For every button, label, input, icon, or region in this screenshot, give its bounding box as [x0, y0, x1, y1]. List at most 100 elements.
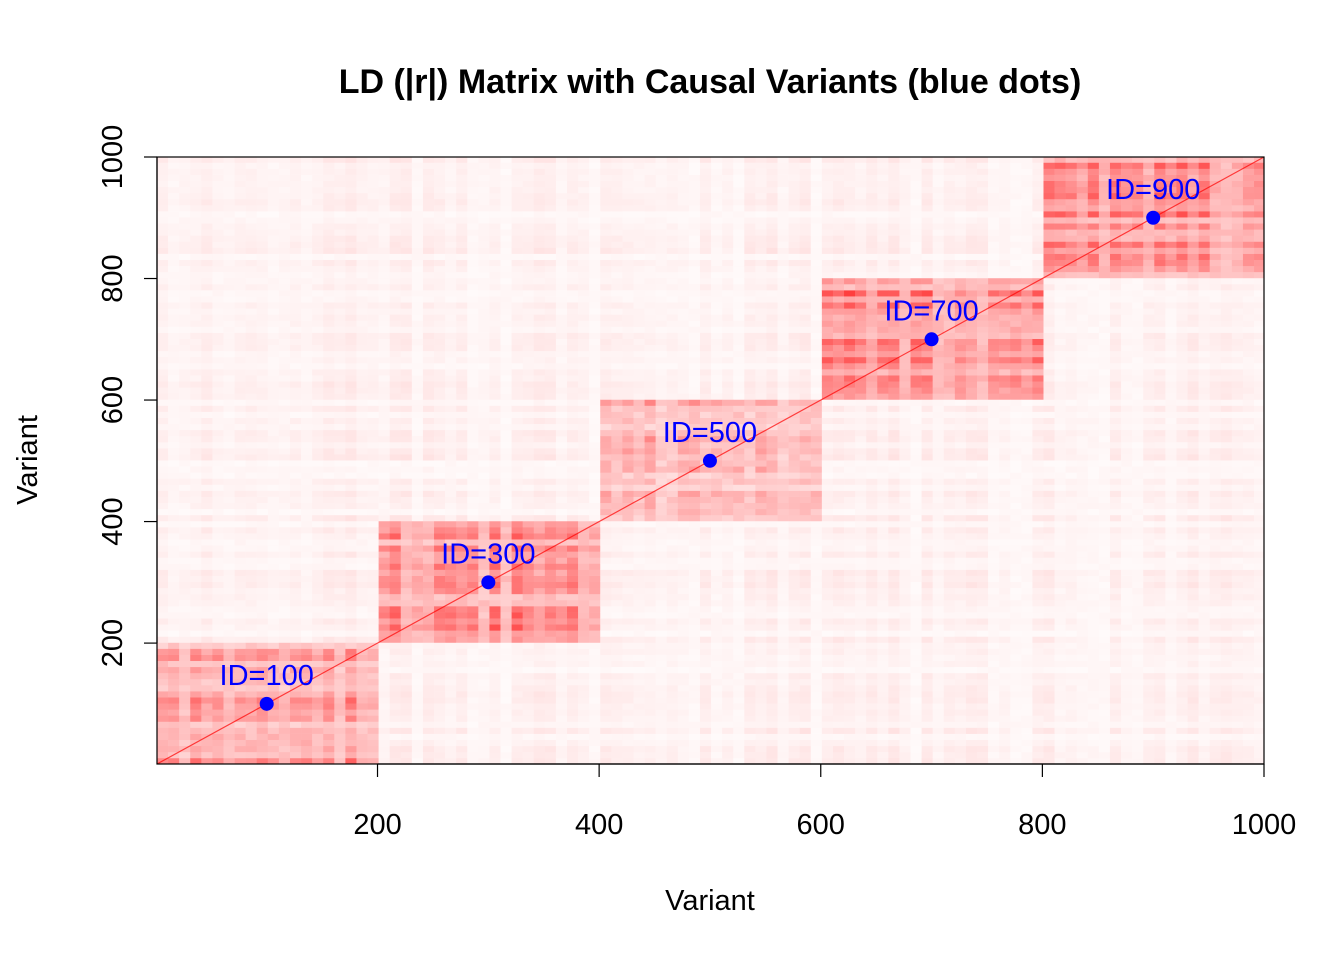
heatmap-cell	[533, 593, 546, 601]
heatmap-cell	[489, 642, 501, 649]
heatmap-cell	[688, 757, 701, 765]
heatmap-cell	[677, 539, 690, 546]
heatmap-cell	[600, 593, 612, 601]
heatmap-cell	[500, 551, 512, 558]
heatmap-cell	[688, 630, 701, 637]
heatmap-cell	[478, 338, 490, 346]
heatmap-cell	[533, 265, 546, 273]
heatmap-cell	[511, 302, 523, 309]
heatmap-cell	[201, 381, 213, 388]
heatmap-cell	[467, 441, 479, 449]
heatmap-cell	[677, 405, 690, 412]
heatmap-cell	[500, 502, 512, 510]
heatmap-cell	[367, 223, 379, 230]
heatmap-cell	[478, 241, 490, 248]
heatmap-cell	[688, 678, 701, 686]
heatmap-cell	[489, 751, 501, 759]
heatmap-cell	[312, 362, 324, 370]
heatmap-cell	[168, 308, 180, 315]
heatmap-cell	[666, 241, 679, 248]
heatmap-cell	[323, 253, 335, 260]
heatmap-cell	[289, 581, 302, 589]
heatmap-cell	[367, 575, 379, 583]
heatmap-cell	[212, 247, 224, 254]
heatmap-cell	[301, 448, 313, 455]
heatmap-cell	[411, 624, 424, 631]
heatmap-cell	[456, 205, 468, 212]
heatmap-cell	[478, 332, 490, 339]
heatmap-cell	[633, 198, 645, 206]
heatmap-cell	[655, 186, 668, 194]
heatmap-cell	[345, 508, 357, 516]
heatmap-cell	[633, 685, 645, 692]
heatmap-cell	[567, 387, 579, 394]
heatmap-cell	[157, 387, 169, 394]
heatmap-cell	[234, 660, 246, 668]
heatmap-cell	[445, 551, 457, 558]
heatmap-cell	[456, 642, 468, 649]
heatmap-cell	[301, 703, 313, 710]
heatmap-cell	[478, 350, 490, 358]
heatmap-cell	[522, 739, 535, 747]
heatmap-cell	[489, 685, 501, 692]
heatmap-cell	[567, 229, 579, 236]
heatmap-cell	[699, 703, 712, 710]
heatmap-cell	[212, 229, 224, 236]
heatmap-cell	[301, 186, 313, 194]
heatmap-cell	[589, 277, 601, 285]
heatmap-cell	[378, 296, 390, 303]
heatmap-cell	[157, 709, 169, 716]
heatmap-cell	[522, 715, 535, 722]
heatmap-cell	[190, 685, 202, 692]
heatmap-cell	[589, 630, 601, 637]
heatmap-cell	[434, 551, 446, 558]
heatmap-cell	[212, 490, 224, 497]
heatmap-cell	[500, 290, 512, 297]
heatmap-cell	[378, 606, 390, 613]
heatmap-cell	[544, 417, 557, 425]
heatmap-cell	[212, 569, 224, 576]
heatmap-cell	[201, 642, 213, 649]
heatmap-cell	[223, 478, 235, 485]
heatmap-cell	[600, 691, 612, 698]
heatmap-cell	[345, 174, 357, 181]
heatmap-cell	[600, 162, 612, 169]
heatmap-cell	[256, 551, 269, 558]
heatmap-cell	[356, 356, 368, 364]
heatmap-cell	[400, 642, 413, 649]
heatmap-cell	[500, 636, 512, 643]
heatmap-cell	[378, 666, 390, 674]
heatmap-cell	[179, 691, 191, 698]
heatmap-cell	[555, 587, 568, 595]
heatmap-cell	[201, 472, 213, 479]
heatmap-cell	[456, 557, 468, 564]
heatmap-cell	[622, 180, 634, 188]
heatmap-cell	[489, 241, 501, 248]
heatmap-cell	[622, 618, 634, 625]
heatmap-cell	[511, 435, 523, 443]
heatmap-cell	[567, 369, 579, 376]
heatmap-cell	[434, 484, 446, 491]
heatmap-cell	[511, 691, 523, 698]
heatmap-cell	[201, 271, 213, 279]
heatmap-cell	[622, 381, 634, 388]
heatmap-cell	[611, 369, 623, 376]
heatmap-cell	[168, 290, 180, 297]
heatmap-cell	[345, 186, 357, 194]
heatmap-cell	[611, 320, 623, 327]
heatmap-cell	[699, 575, 712, 583]
heatmap-cell	[378, 192, 390, 200]
heatmap-cell	[655, 302, 668, 309]
heatmap-cell	[555, 308, 568, 315]
heatmap-cell	[356, 721, 368, 728]
heatmap-cell	[600, 484, 612, 491]
heatmap-cell	[312, 241, 324, 248]
heatmap-cell	[345, 441, 357, 449]
heatmap-cell	[611, 229, 623, 236]
heatmap-cell	[422, 417, 435, 425]
heatmap-cell	[190, 186, 202, 194]
heatmap-cell	[323, 502, 335, 510]
heatmap-cell	[489, 162, 501, 169]
heatmap-cell	[544, 624, 557, 631]
heatmap-cell	[367, 423, 379, 431]
